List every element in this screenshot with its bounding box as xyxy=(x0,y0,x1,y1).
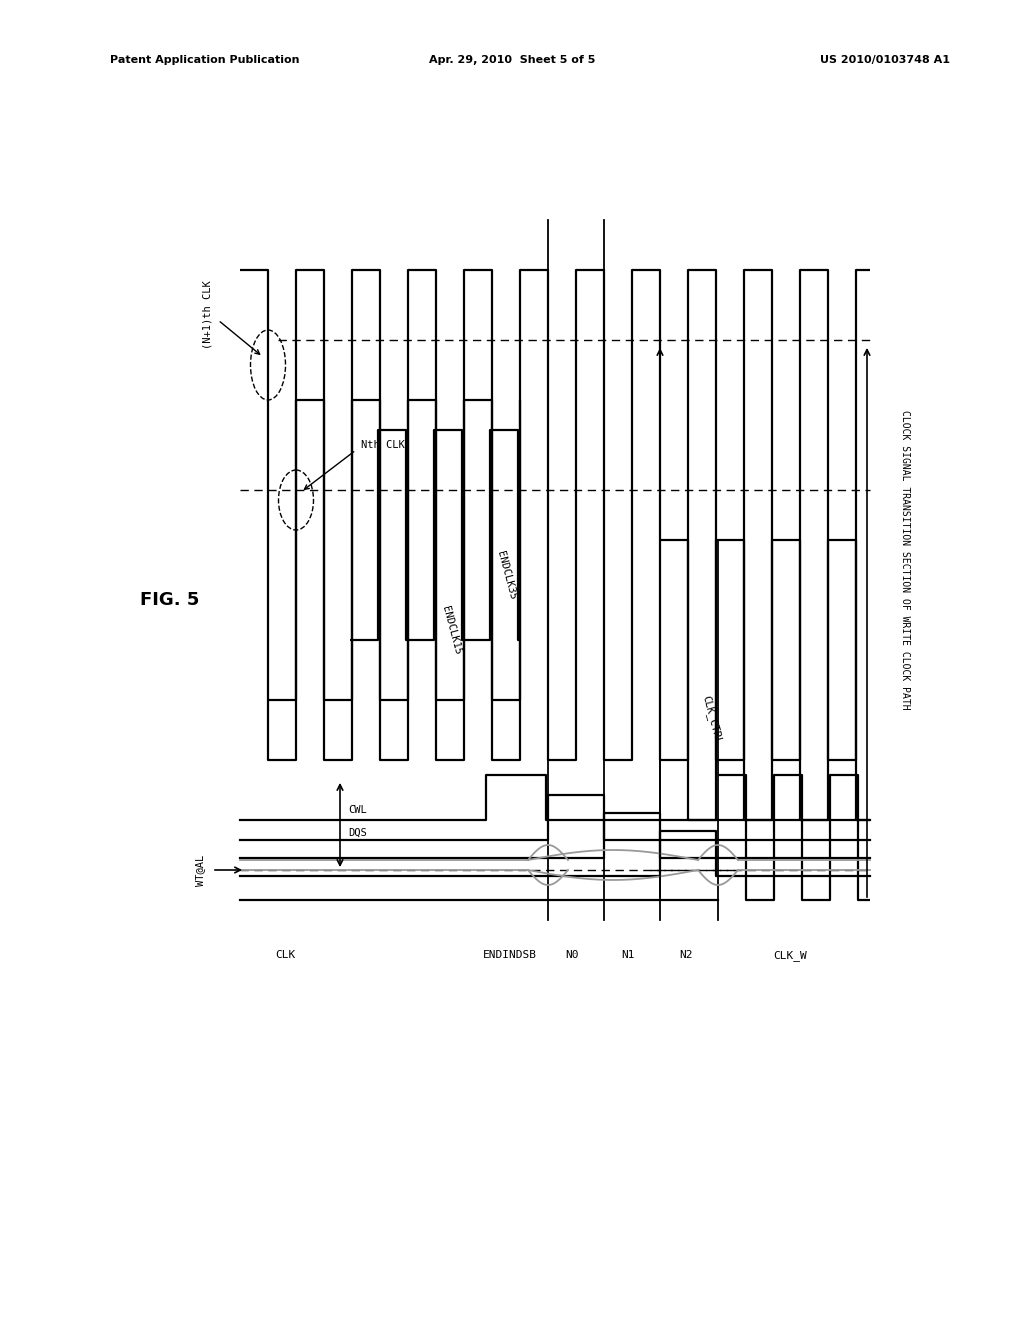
Text: (N+1)th CLK: (N+1)th CLK xyxy=(203,281,213,350)
Text: ENDCLK35: ENDCLK35 xyxy=(495,549,517,601)
Text: Nth CLK: Nth CLK xyxy=(361,440,404,450)
Text: CLK_W: CLK_W xyxy=(773,950,807,961)
Text: CLK: CLK xyxy=(274,950,295,960)
Text: US 2010/0103748 A1: US 2010/0103748 A1 xyxy=(820,55,950,65)
Text: ENDCLK15: ENDCLK15 xyxy=(440,605,463,656)
Text: DQS: DQS xyxy=(348,828,367,838)
Text: WT@AL: WT@AL xyxy=(195,854,205,886)
Text: CLOCK SIGNAL TRANSITION SECTION OF WRITE CLOCK PATH: CLOCK SIGNAL TRANSITION SECTION OF WRITE… xyxy=(900,411,910,710)
Text: FIG. 5: FIG. 5 xyxy=(140,591,200,609)
Text: N1: N1 xyxy=(622,950,635,960)
Text: Patent Application Publication: Patent Application Publication xyxy=(110,55,299,65)
Text: N2: N2 xyxy=(679,950,693,960)
Text: ENDINDSB: ENDINDSB xyxy=(483,950,537,960)
Text: CWL: CWL xyxy=(348,805,367,814)
Text: CLK_CTRL: CLK_CTRL xyxy=(700,694,724,746)
Text: N0: N0 xyxy=(565,950,579,960)
Text: Apr. 29, 2010  Sheet 5 of 5: Apr. 29, 2010 Sheet 5 of 5 xyxy=(429,55,595,65)
